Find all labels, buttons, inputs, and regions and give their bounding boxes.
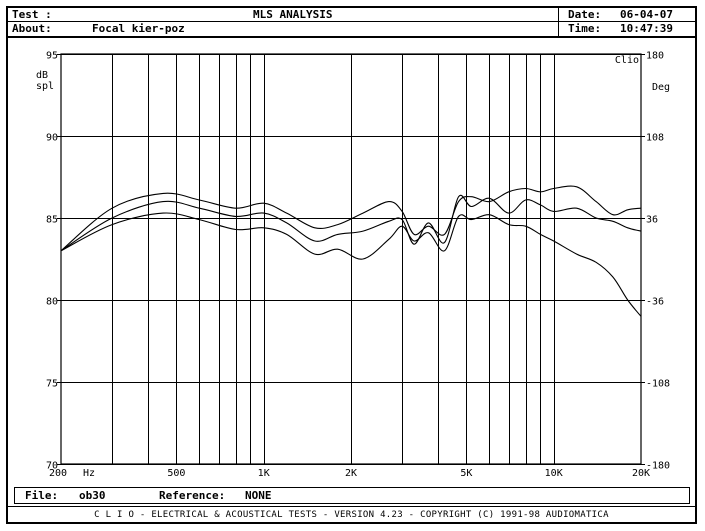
y2-tick-label: 180 [646, 51, 664, 62]
time-label: Time: [568, 22, 602, 35]
x-tick-label: 2K [345, 468, 357, 479]
y-tick-label: 95 [46, 51, 58, 62]
y2-tick-label: 36 [646, 215, 658, 226]
y2-tick-label: 108 [646, 133, 664, 144]
reference-label: Reference: [159, 489, 226, 502]
y-tick-label: 85 [46, 215, 58, 226]
response-curve-3 [60, 212, 642, 317]
y2-tick-label: -36 [646, 297, 664, 308]
y-axis-label: dB [36, 70, 48, 81]
y-tick-label: 70 [46, 461, 58, 472]
about-value: Focal kier-poz [92, 22, 185, 35]
y2-tick-label: -180 [646, 461, 670, 472]
x-tick-label: 20K [632, 468, 650, 479]
footer-divider [6, 506, 697, 507]
response-curve-1 [60, 185, 642, 252]
window-frame [6, 6, 697, 524]
y-tick-label: 80 [46, 297, 58, 308]
x-unit-label: Hz [83, 468, 95, 479]
about-label: About: [12, 22, 52, 35]
x-tick-label: 5K [460, 468, 472, 479]
x-tick-label: 10K [545, 468, 563, 479]
reference-value: NONE [245, 489, 272, 502]
date-value: 06-04-07 [620, 8, 673, 21]
file-label: File: [25, 489, 59, 502]
label-layer: 95 90 85 80 75 70 180 108 36 -36 -108 -180 200 500 1K 2… [36, 51, 670, 480]
footer-banner: C L I O - ELECTRICAL & ACOUSTICAL TESTS … [94, 510, 609, 520]
test-label: Test : [12, 8, 52, 21]
header-row-2: About: Focal kier-poz Time: 10:47:39 [8, 22, 697, 36]
clio-corner-label: Clio [615, 55, 639, 66]
analysis-title: MLS ANALYSIS [253, 8, 333, 21]
date-label: Date: [568, 8, 602, 21]
time-value: 10:47:39 [620, 22, 673, 35]
grid-layer [57, 53, 645, 465]
y2-axis-label: Deg [652, 82, 670, 93]
y-tick-label: 75 [46, 379, 58, 390]
response-curve-2 [60, 194, 642, 252]
header-vertical-divider [558, 8, 559, 37]
header-divider-mid [8, 21, 697, 22]
file-bar: File: ob30 Reference: NONE [14, 487, 690, 504]
file-value: ob30 [79, 489, 106, 502]
y-tick-label: 90 [46, 133, 58, 144]
x-tick-label: 500 [167, 468, 185, 479]
x-tick-label: 200 [49, 468, 67, 479]
header-row-1: Test : MLS ANALYSIS Date: 06-04-07 [8, 8, 697, 22]
y2-tick-label: -108 [646, 379, 670, 390]
header-divider-bottom [6, 36, 697, 38]
y-axis-label: spl [36, 81, 54, 92]
curve-layer [60, 185, 642, 317]
x-tick-label: 1K [258, 468, 270, 479]
